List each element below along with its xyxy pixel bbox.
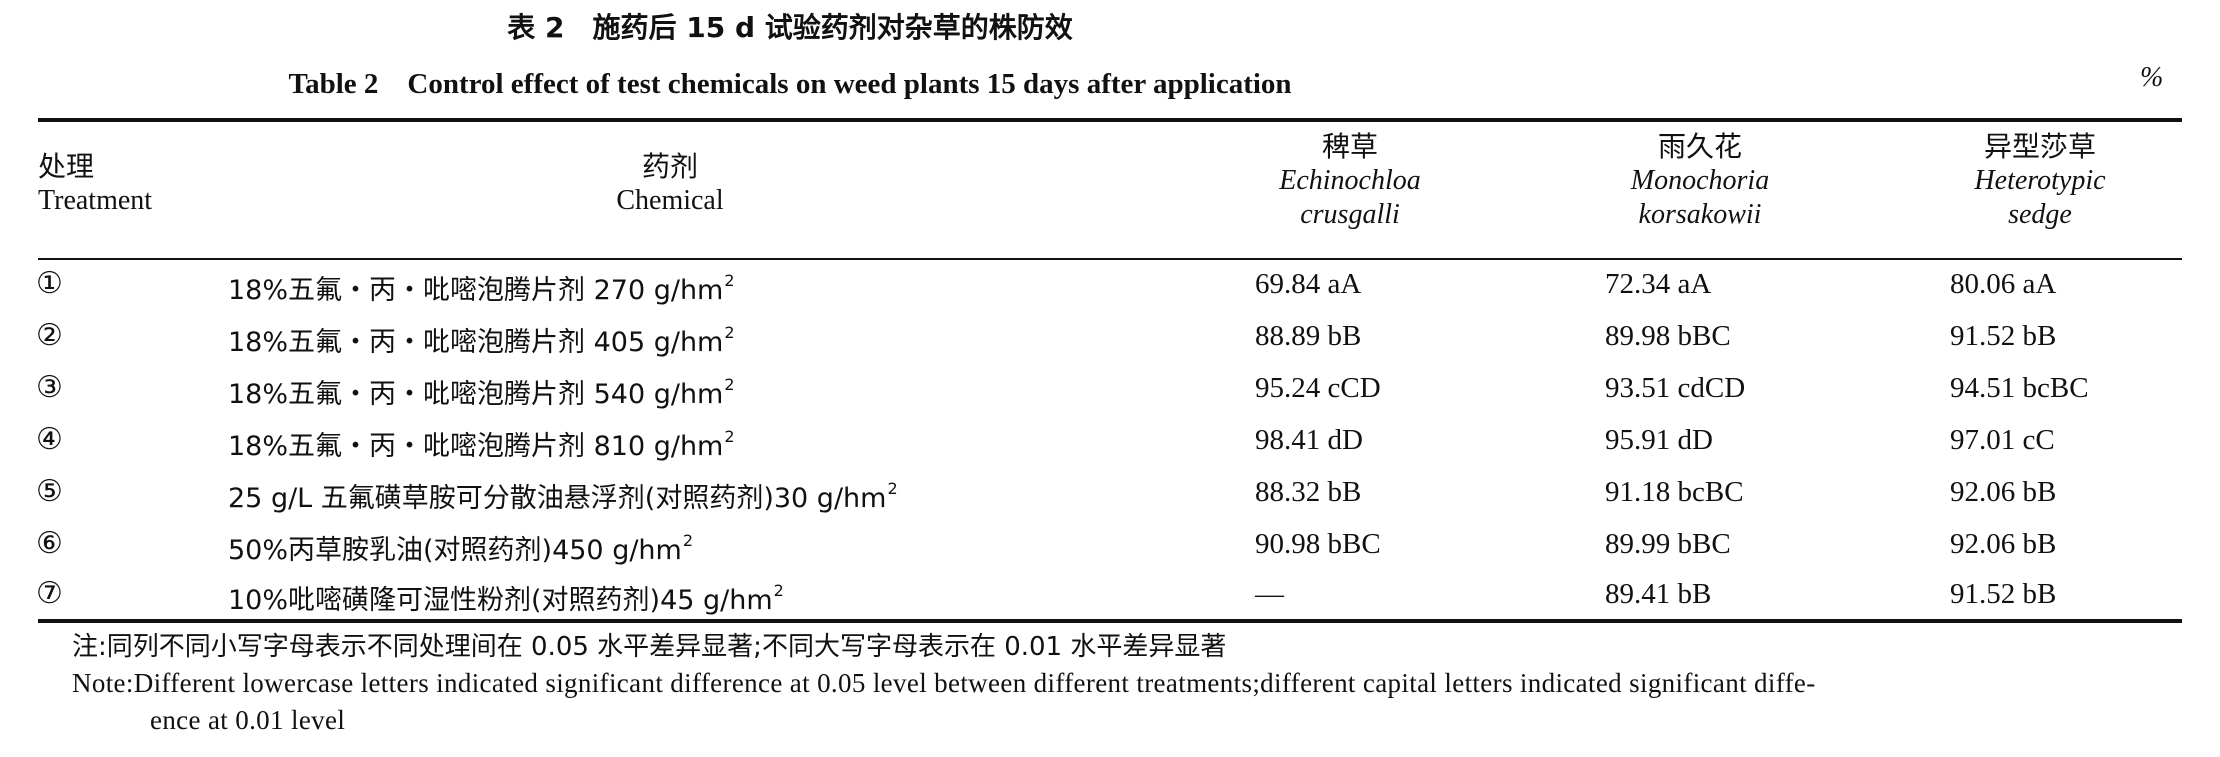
header-col1-sci1: Echinochloa <box>1279 165 1421 196</box>
sedge-value: 80.06 aA <box>1950 268 2057 300</box>
table-row: ① 18%五氟・丙・吡嘧泡腾片剂 270 g/hm2 69.84 aA 72.3… <box>0 260 2220 312</box>
header-col3-sci2: sedge <box>2008 199 2072 230</box>
echinochloa-value: 95.24 cCD <box>1255 372 1381 404</box>
chemical-cell: 18%五氟・丙・吡嘧泡腾片剂 540 g/hm2 <box>228 375 735 410</box>
row-number: ② <box>36 318 63 353</box>
echinochloa-value: 88.89 bB <box>1255 320 1362 352</box>
monochoria-value: 89.99 bBC <box>1605 528 1731 560</box>
row-number: ④ <box>36 422 63 457</box>
header-treatment-cn: 处理 <box>38 150 95 183</box>
sedge-value: 92.06 bB <box>1950 476 2057 508</box>
chemical-cell: 50%丙草胺乳油(对照药剂)450 g/hm2 <box>228 531 694 566</box>
sedge-value: 94.51 bcBC <box>1950 372 2089 404</box>
row-number: ⑥ <box>36 526 63 561</box>
header-col3-cn: 异型莎草 <box>1983 130 2096 163</box>
table-row: ③ 18%五氟・丙・吡嘧泡腾片剂 540 g/hm2 95.24 cCD 93.… <box>0 364 2220 416</box>
row-number: ① <box>36 266 63 301</box>
note-cn: 注:同列不同小写字母表示不同处理间在 0.05 水平差异显著;不同大写字母表示在… <box>72 632 1227 662</box>
sedge-value: 91.52 bB <box>1950 578 2057 610</box>
sedge-value: 91.52 bB <box>1950 320 2057 352</box>
table-row: ⑥ 50%丙草胺乳油(对照药剂)450 g/hm2 90.98 bBC 89.9… <box>0 520 2220 572</box>
echinochloa-value: 90.98 bBC <box>1255 528 1381 560</box>
top-rule <box>38 118 2182 122</box>
header-treatment-en: Treatment <box>38 185 153 216</box>
row-number: ③ <box>36 370 63 405</box>
note-en: Note:Different lowercase letters indicat… <box>72 668 1816 698</box>
header-chemical-cn: 药剂 <box>641 150 698 183</box>
header-col1-cn: 稗草 <box>1321 130 1378 163</box>
header-col-echinochloa: 稗草 Echinochloa crusgalli <box>1180 130 1520 232</box>
header-col3-sci1: Heterotypic <box>1974 165 2106 196</box>
table-row: ④ 18%五氟・丙・吡嘧泡腾片剂 810 g/hm2 98.41 dD 95.9… <box>0 416 2220 468</box>
echinochloa-value: 98.41 dD <box>1255 424 1363 456</box>
monochoria-value: 95.91 dD <box>1605 424 1713 456</box>
header-col1-sci2: crusgalli <box>1300 199 1400 230</box>
echinochloa-value: 69.84 aA <box>1255 268 1362 300</box>
sedge-value: 97.01 cC <box>1950 424 2055 456</box>
chemical-cell: 18%五氟・丙・吡嘧泡腾片剂 810 g/hm2 <box>228 427 735 462</box>
monochoria-value: 91.18 bcBC <box>1605 476 1744 508</box>
table-title-en: Table 2 Control effect of test chemicals… <box>288 68 1292 100</box>
chemical-cell: 10%吡嘧磺隆可湿性粉剂(对照药剂)45 g/hm2 <box>228 581 784 616</box>
header-chemical: 药剂 Chemical <box>520 150 820 218</box>
monochoria-value: 89.98 bBC <box>1605 320 1731 352</box>
header-col-monochoria: 雨久花 Monochoria korsakowii <box>1530 130 1870 232</box>
unit-label: % <box>2140 62 2164 93</box>
sedge-value: 92.06 bB <box>1950 528 2057 560</box>
monochoria-value: 72.34 aA <box>1605 268 1712 300</box>
monochoria-value: 89.41 bB <box>1605 578 1712 610</box>
echinochloa-value: — <box>1255 578 1284 610</box>
row-number: ⑦ <box>36 576 63 611</box>
table-row: ⑦ 10%吡嘧磺隆可湿性粉剂(对照药剂)45 g/hm2 — 89.41 bB … <box>0 570 2220 622</box>
header-col2-cn: 雨久花 <box>1657 130 1742 163</box>
header-col2-sci1: Monochoria <box>1630 165 1770 196</box>
header-col-sedge: 异型莎草 Heterotypic sedge <box>1870 130 2210 232</box>
header-col2-sci2: korsakowii <box>1638 199 1762 230</box>
chemical-cell: 18%五氟・丙・吡嘧泡腾片剂 405 g/hm2 <box>228 323 735 358</box>
chemical-cell: 25 g/L 五氟磺草胺可分散油悬浮剂(对照药剂)30 g/hm2 <box>228 479 898 514</box>
table-title-cn: 表 2 施药后 15 d 试验药剂对杂草的株防效 <box>507 11 1073 44</box>
table-row: ② 18%五氟・丙・吡嘧泡腾片剂 405 g/hm2 88.89 bB 89.9… <box>0 312 2220 364</box>
header-chemical-en: Chemical <box>616 185 724 216</box>
row-number: ⑤ <box>36 474 63 509</box>
monochoria-value: 93.51 cdCD <box>1605 372 1746 404</box>
bottom-rule <box>38 619 2182 623</box>
header-rule <box>38 258 2182 260</box>
chemical-cell: 18%五氟・丙・吡嘧泡腾片剂 270 g/hm2 <box>228 271 735 306</box>
table-row: ⑤ 25 g/L 五氟磺草胺可分散油悬浮剂(对照药剂)30 g/hm2 88.3… <box>0 468 2220 520</box>
note-en-continuation: ence at 0.01 level <box>150 705 346 735</box>
header-treatment: 处理 Treatment <box>38 150 152 218</box>
echinochloa-value: 88.32 bB <box>1255 476 1362 508</box>
